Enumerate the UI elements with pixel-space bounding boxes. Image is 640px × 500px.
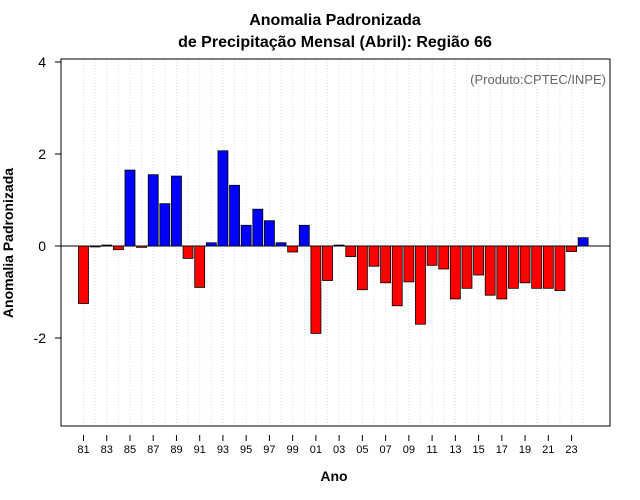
bar-03 [333,244,345,247]
bar-94 [229,184,240,247]
bar-02 [322,245,333,281]
x-tick-label-15: 15 [472,444,484,456]
bar-00 [298,224,310,247]
bar-85 [124,169,136,247]
x-tick-label-19: 19 [519,444,531,456]
x-tick-label-07: 07 [379,444,391,456]
x-tick-label-17: 17 [496,444,508,456]
bar-83 [101,244,113,247]
plot-frame [60,58,611,427]
bar-97 [264,220,275,247]
y-tick-label-4: 4 [38,54,46,70]
bar-93 [217,150,229,247]
chart-title-line1: Anomalia Padronizada [249,12,421,29]
x-tick-label-09: 09 [403,444,415,456]
bar-88 [159,203,171,247]
x-tick-label-91: 91 [194,444,206,456]
x-axis-label: Ano [320,468,347,484]
bar-15 [473,245,484,276]
x-tick-label-95: 95 [240,444,252,456]
bar-86 [136,245,148,248]
x-tick-label-89: 89 [170,444,182,456]
bar-24 [577,237,589,247]
bar-01 [310,245,322,334]
bar-19 [519,245,531,284]
bar-09 [403,245,415,283]
bar-13 [449,245,461,300]
x-tick-label-05: 05 [356,444,368,456]
x-tick-label-13: 13 [449,444,461,456]
x-tick-label-21: 21 [542,444,554,456]
bar-84 [112,245,124,251]
bar-06 [368,245,380,267]
x-tick-label-93: 93 [217,444,229,456]
bar-22 [554,245,566,292]
y-axis-label: Anomalia Padronizada [0,168,16,318]
x-tick-label-03: 03 [333,444,345,456]
bar-23 [566,245,577,252]
y-tick-label-2: 2 [38,146,46,162]
y-tick-label-0: 0 [38,238,46,254]
x-tick-label-97: 97 [263,444,275,456]
bar-14 [461,245,473,289]
x-tick-label-81: 81 [77,444,89,456]
y-tick-label--2: -2 [34,330,47,346]
bar-82 [89,245,101,248]
bar-81 [78,245,89,304]
bar-87 [147,174,159,247]
credit-text: (Produto:CPTEC/INPE) [470,72,606,87]
bar-96 [252,208,264,247]
bar-12 [438,245,450,270]
bar-90 [182,245,194,259]
x-tick-label-85: 85 [124,444,136,456]
bar-11 [426,245,438,266]
bar-18 [508,245,519,289]
bar-16 [484,245,496,296]
x-tick-label-01: 01 [310,444,322,456]
x-axis: 81 83 85 87 89 91 93 95 97 99 01 03 05 07 09 11 13 15 17 19… [77,435,578,456]
bar-95 [240,224,252,247]
bar-17 [496,245,508,300]
bar-07 [380,245,392,284]
bar-98 [275,242,287,247]
bar-05 [356,245,368,291]
bar-04 [345,245,357,257]
x-tick-label-83: 83 [101,444,113,456]
bar-92 [205,242,217,247]
y-axis: 4 2 0 -2 [34,54,61,346]
x-tick-label-87: 87 [147,444,159,456]
bar-08 [391,245,403,307]
bar-series [78,150,589,334]
bar-91 [194,245,206,288]
x-tick-label-99: 99 [287,444,299,456]
bar-21 [542,245,554,289]
bar-89 [171,175,182,247]
bar-10 [415,245,426,325]
x-tick-label-23: 23 [565,444,577,456]
x-tick-label-11: 11 [426,444,437,456]
bar-99 [287,245,299,253]
bar-20 [531,245,543,289]
chart-title-line2: de Precipitação Mensal (Abril): Região 6… [178,34,492,51]
